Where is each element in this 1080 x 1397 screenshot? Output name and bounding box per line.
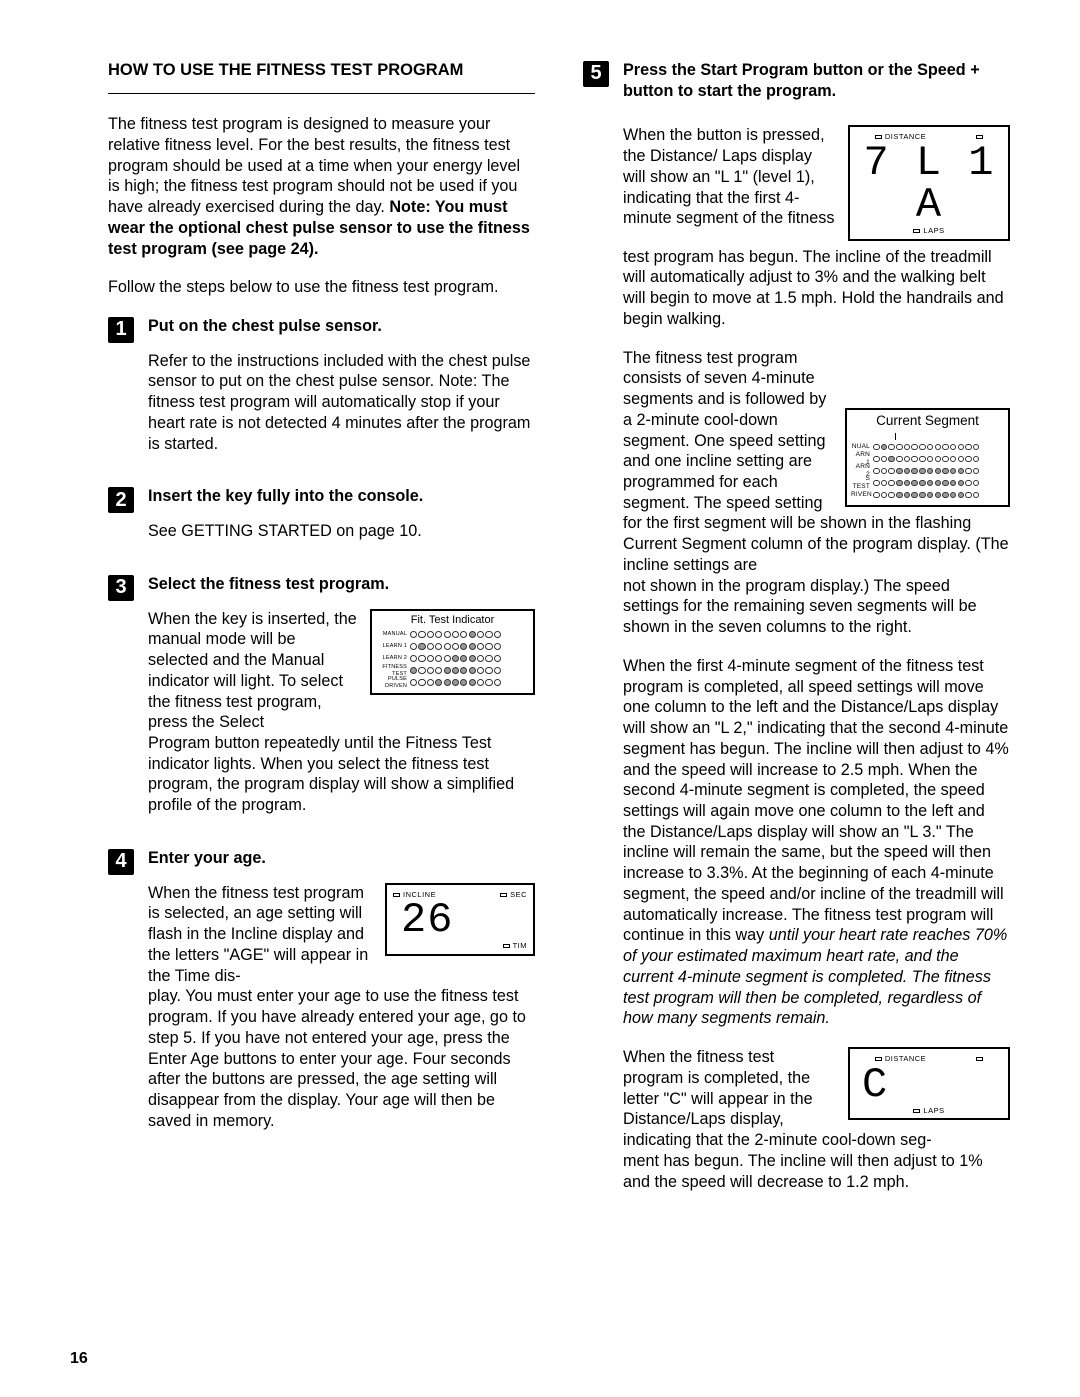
intro-follow: Follow the steps below to use the fitnes…	[108, 277, 535, 298]
distance-laps-lcd-1: DISTANCE 7 L 1 A LAPS	[848, 125, 1010, 240]
current-segment-diagram: Current Segment NUALARN 1ARN 2S TESTRIVE…	[845, 408, 1010, 507]
step-number-icon: 1	[108, 317, 134, 343]
page-number: 16	[70, 1349, 88, 1369]
fit-test-indicator-diagram: Fit. Test Indicator MANUALLEARN 1LEARN 2…	[370, 609, 535, 695]
step-3: 3 Select the fitness test program. Fit. …	[108, 574, 535, 834]
step-heading: Select the fitness test program.	[148, 574, 535, 595]
lcd-label: LAPS	[923, 226, 944, 235]
step-number-icon: 3	[108, 575, 134, 601]
p2b: not shown in the program display.) The s…	[623, 576, 1010, 638]
incline-lcd-diagram: INCLINE SEC 26 TIM	[385, 883, 535, 956]
distance-laps-lcd-2: DISTANCE C LAPS	[848, 1047, 1010, 1120]
step-body-b: play. You must enter your age to use the…	[148, 986, 535, 1131]
step-heading: Enter your age.	[148, 848, 535, 869]
step-number-icon: 4	[108, 849, 134, 875]
p3: When the first 4-minute segment of the f…	[623, 656, 1010, 1029]
step-number-icon: 2	[108, 487, 134, 513]
step-heading: Press the Start Program button or the Sp…	[623, 60, 1010, 101]
p1b: test program has begun. The incline of t…	[623, 247, 1010, 330]
diagram-label: Fit. Test Indicator	[376, 613, 529, 627]
step-4: 4 Enter your age. INCLINE SEC 26 TIM Whe…	[108, 848, 535, 1150]
lcd-value: C	[856, 1064, 1002, 1106]
step-body: Refer to the instructions included with …	[148, 351, 535, 455]
section-title: HOW TO USE THE FITNESS TEST PROGRAM	[108, 60, 535, 94]
lcd-label: LAPS	[923, 1106, 944, 1115]
step-5: 5 Press the Start Program button or the …	[583, 60, 1010, 115]
step-heading: Insert the key fully into the console.	[148, 486, 535, 507]
p4b: ment has begun. The incline will then ad…	[623, 1151, 1010, 1192]
step-body: See GETTING STARTED on page 10.	[148, 521, 535, 542]
lcd-label: TIM	[513, 941, 527, 950]
step-heading: Put on the chest pulse sensor.	[148, 316, 535, 337]
step-2: 2 Insert the key fully into the console.…	[108, 486, 535, 559]
step-number-icon: 5	[583, 61, 609, 87]
step-5-body: DISTANCE 7 L 1 A LAPS When the button is…	[583, 125, 1010, 1192]
step-body-b: Program button repeatedly until the Fitn…	[148, 733, 535, 816]
diagram-label: Current Segment	[851, 412, 1004, 429]
lcd-value: 7 L 1 A	[856, 142, 1002, 226]
lcd-label: SEC	[510, 890, 527, 899]
left-column: HOW TO USE THE FITNESS TEST PROGRAM The …	[108, 60, 535, 1210]
right-column: 5 Press the Start Program button or the …	[583, 60, 1010, 1210]
lcd-label: DISTANCE	[885, 1054, 926, 1063]
step-1: 1 Put on the chest pulse sensor. Refer t…	[108, 316, 535, 472]
two-column-layout: HOW TO USE THE FITNESS TEST PROGRAM The …	[108, 60, 1010, 1210]
p3-text: When the first 4-minute segment of the f…	[623, 657, 1009, 945]
lcd-value: 26	[393, 899, 527, 941]
intro-paragraph: The fitness test program is designed to …	[108, 114, 535, 259]
